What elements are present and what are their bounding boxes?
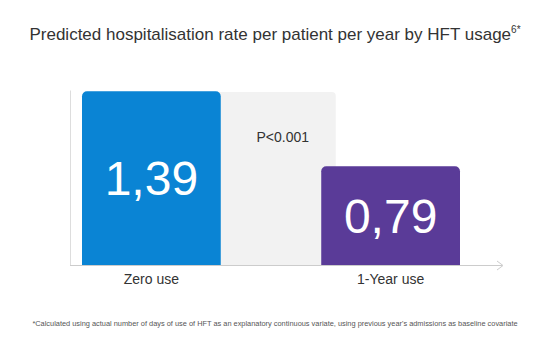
title-text: Predicted hospitalisation rate per patie… [29,25,511,44]
annotation: P<0.001 [256,129,309,145]
x-tick-label: 1-Year use [357,271,424,287]
title: Predicted hospitalisation rate per patie… [29,24,520,44]
baseline-arrow [497,261,503,270]
data-label: 0,79 [344,190,437,243]
chart: Predicted hospitalisation rate per patie… [0,0,550,350]
footnote: *Calculated using actual number of days … [32,319,517,328]
bar [82,91,221,265]
baseline-line [70,265,502,266]
x-axis: Zero use 1-Year use [124,271,425,287]
y-axis [70,91,71,266]
panel [211,92,336,265]
title-superscript: 6* [511,24,521,35]
x-tick-label: Zero use [124,271,179,287]
data-label: 1,39 [105,152,198,205]
y-axis-line [70,91,71,266]
baseline [70,261,503,270]
x-tick: Zero use [124,271,179,287]
x-tick: 1-Year use [357,271,424,287]
bar [321,166,460,265]
bars [82,91,460,265]
data-labels: 1,39 0,79 [105,152,438,243]
